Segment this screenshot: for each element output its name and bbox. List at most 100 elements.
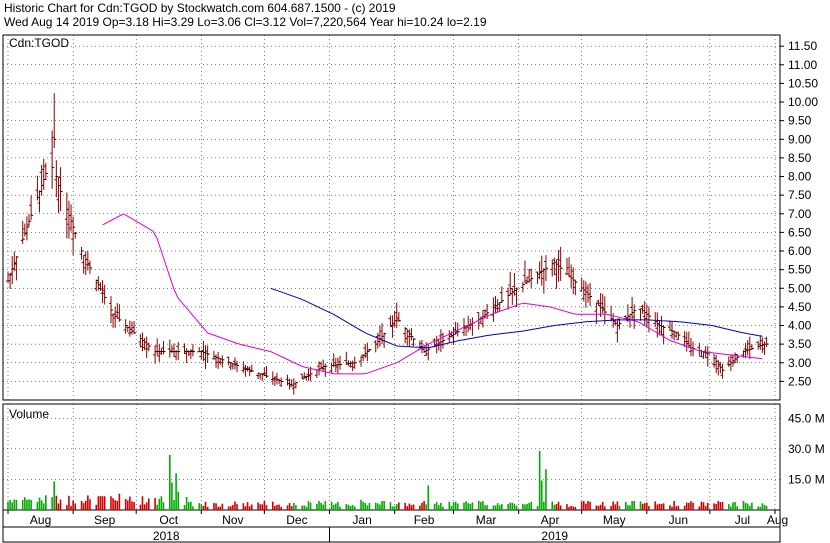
month-label: Mar: [476, 513, 497, 527]
volume-bar: [633, 500, 636, 510]
volume-bar: [21, 499, 24, 510]
price-tick-label: 6.00: [788, 244, 812, 258]
volume-bar: [685, 502, 688, 510]
volume-bar: [259, 504, 261, 510]
volume-bar: [9, 499, 11, 510]
volume-bar: [746, 503, 749, 510]
volume-bar: [719, 502, 722, 510]
volume-bar: [82, 503, 85, 510]
volume-bar: [227, 506, 230, 510]
volume-bar: [265, 505, 268, 510]
volume-bar: [440, 502, 442, 510]
volume-bar: [7, 501, 9, 510]
volume-bar: [528, 503, 530, 510]
volume-bar: [59, 499, 62, 510]
volume-bar: [513, 503, 516, 510]
price-tick-label: 10.00: [788, 95, 818, 109]
volume-bar: [177, 491, 180, 510]
volume-bar: [463, 502, 465, 510]
volume-bar: [229, 506, 232, 510]
month-label: Apr: [541, 513, 560, 527]
volume-bar: [530, 501, 533, 510]
volume-bar: [11, 502, 14, 510]
volume-bar: [204, 501, 207, 510]
volume-bar: [271, 501, 274, 510]
volume-bar: [84, 500, 87, 510]
price-tick-label: 3.00: [788, 356, 812, 370]
volume-bar: [610, 506, 612, 510]
volume-bar: [492, 505, 495, 510]
volume-bar: [437, 505, 440, 510]
volume-bar: [274, 505, 276, 510]
volume-bar: [465, 501, 467, 510]
volume-bar: [627, 505, 629, 510]
volume-bar: [410, 505, 413, 510]
volume-bar: [673, 500, 675, 510]
volume-bar: [351, 504, 354, 510]
volume-bar: [641, 503, 644, 510]
volume-bar: [646, 502, 648, 510]
volume-bar: [639, 501, 642, 510]
volume-bar: [381, 500, 383, 510]
volume-bar: [30, 499, 32, 510]
volume-bar: [572, 506, 575, 510]
volume-bar: [526, 504, 528, 510]
month-label: Feb: [414, 513, 435, 527]
volume-bar: [471, 502, 474, 510]
volume-bar: [219, 506, 222, 510]
volume-bar: [553, 504, 556, 510]
volume-bar: [442, 506, 444, 510]
volume-bar: [97, 496, 100, 510]
price-tick-label: 7.00: [788, 207, 812, 221]
volume-bar: [89, 499, 91, 510]
volume-bar: [126, 500, 129, 510]
volume-bar: [309, 502, 312, 510]
volume-bar: [574, 506, 577, 510]
volume-bar: [68, 495, 70, 510]
volume-bar: [374, 502, 377, 510]
volume-bar: [70, 506, 72, 510]
volume-bar: [654, 501, 657, 510]
volume-bar: [15, 500, 18, 510]
volume-bar: [112, 498, 114, 510]
volume-bar: [288, 503, 291, 510]
volume-bar: [477, 500, 480, 510]
month-label: Nov: [222, 513, 243, 527]
volume-bar: [183, 505, 186, 510]
volume-bar: [156, 504, 158, 510]
volume-bar: [87, 495, 89, 510]
volume-bar: [614, 504, 617, 510]
volume-bar: [643, 503, 646, 510]
volume-bar: [677, 505, 680, 510]
volume-bar: [744, 502, 747, 510]
price-tick-label: 6.50: [788, 225, 812, 239]
volume-bar: [257, 502, 259, 510]
volume-bar: [324, 501, 327, 510]
volume-bar: [616, 501, 619, 510]
volume-bar: [715, 503, 717, 510]
volume-bar: [751, 502, 753, 510]
chart-header-line2: Wed Aug 14 2019 Op=3.18 Hi=3.29 Lo=3.06 …: [4, 15, 487, 29]
volume-bar: [95, 504, 98, 510]
volume-bar: [234, 501, 236, 510]
volume-bar: [221, 503, 224, 510]
volume-bar: [171, 482, 173, 510]
volume-bar: [379, 504, 381, 510]
volume-bar: [448, 501, 451, 510]
volume-bar: [305, 506, 308, 510]
volume-bar: [26, 499, 28, 510]
volume-bar: [700, 501, 703, 510]
month-axis-frame: [2, 509, 781, 528]
volume-bar: [538, 450, 541, 510]
volume-bar: [162, 502, 165, 510]
volume-bar: [580, 501, 583, 510]
volume-bar: [190, 501, 192, 510]
moving-average-short-line: [102, 213, 763, 375]
volume-bar: [690, 501, 692, 510]
volume-bar: [295, 505, 297, 510]
volume-bar: [145, 502, 148, 510]
volume-bar: [763, 504, 766, 510]
volume-bar: [364, 503, 367, 510]
volume-bar: [692, 502, 694, 510]
volume-bar: [286, 505, 289, 510]
